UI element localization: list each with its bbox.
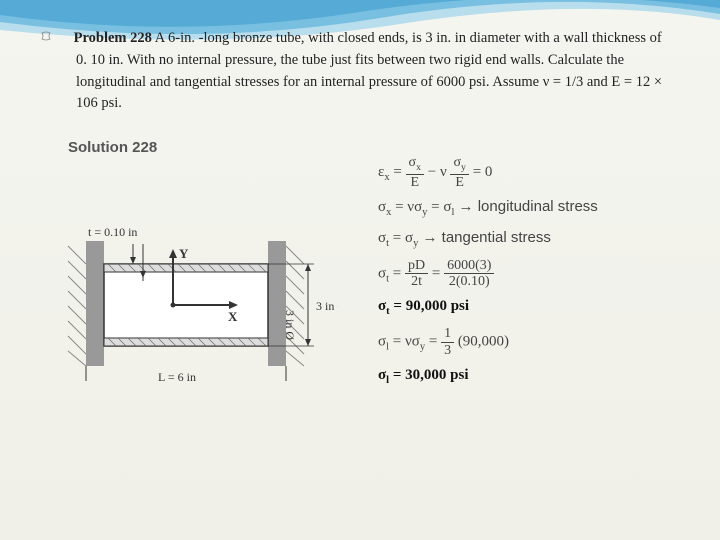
svg-text:Y: Y: [179, 246, 189, 261]
answer-sigma-t: σt = 90,000 psi: [378, 295, 670, 320]
svg-text:t = 0.10 in: t = 0.10 in: [88, 225, 137, 239]
tube-diagram: Y X t = 0.10 in 3 in Ø 3 in Ø: [58, 186, 338, 386]
problem-statement: Problem 228 A 6-in. -long bronze tube, w…: [58, 28, 670, 115]
svg-text:3 in Ø: 3 in Ø: [316, 299, 338, 313]
eq-sigma-l-calc: σl = νσy = 13 (90,000): [378, 326, 670, 358]
svg-text:L = 6 in: L = 6 in: [158, 370, 196, 384]
slide-content: Problem 228 A 6-in. -long bronze tube, w…: [0, 0, 720, 405]
eq-longitudinal: σx = νσy = σl → longitudinal stress: [378, 196, 670, 221]
left-column: Solution 228: [58, 139, 358, 395]
svg-text:3 in Ø: 3 in Ø: [283, 310, 297, 340]
problem-label: Problem 228: [74, 30, 152, 46]
eq-tangential: σt = σy → tangential stress: [378, 227, 670, 252]
answer-sigma-l: σl = 30,000 psi: [378, 364, 670, 389]
equations-column: εx = σxE − ν σyE = 0 σx = νσy = σl → lon…: [378, 139, 670, 395]
solution-title: Solution 228: [68, 139, 358, 156]
solution-area: Solution 228: [58, 139, 670, 395]
svg-text:X: X: [228, 309, 238, 324]
problem-body: A 6-in. -long bronze tube, with closed e…: [76, 30, 662, 111]
bullet-icon: [58, 28, 70, 50]
eq-sigma-t-calc: σt = pD2t = 6000(3)2(0.10): [378, 258, 670, 290]
eq-strain: εx = σxE − ν σyE = 0: [378, 155, 670, 190]
